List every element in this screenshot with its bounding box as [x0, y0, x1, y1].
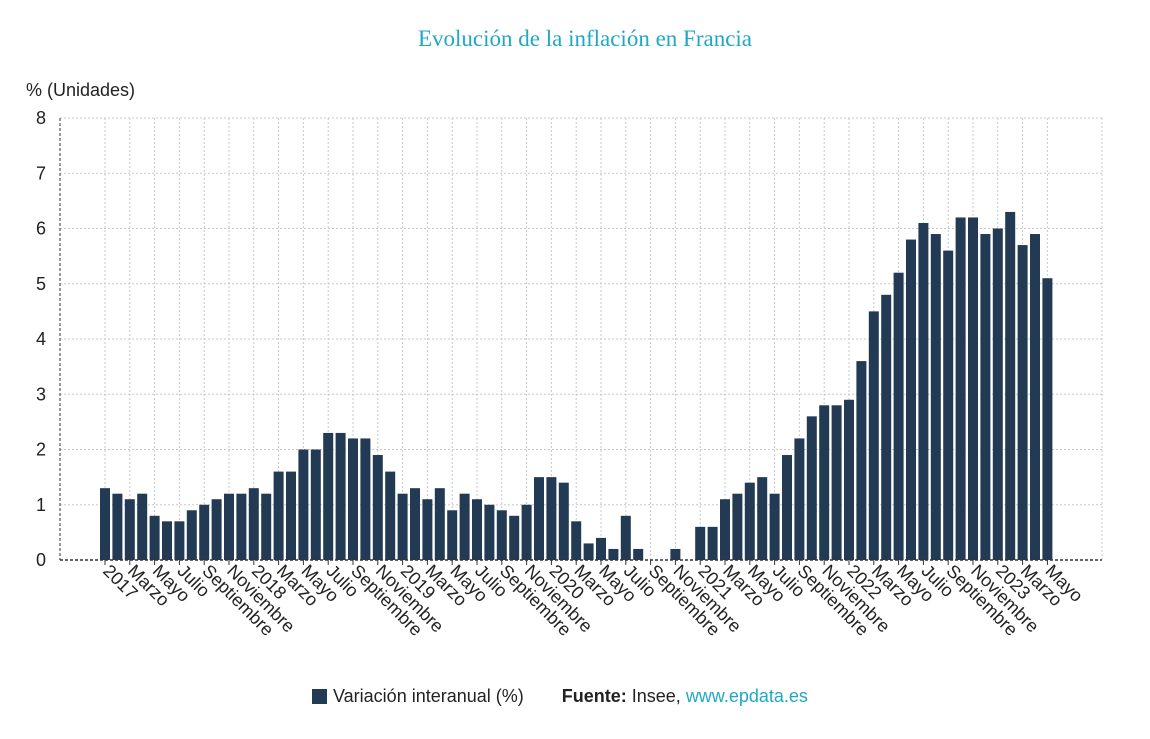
y-tick-label: 7 — [36, 163, 46, 183]
bar — [149, 515, 160, 560]
y-axis-label: % (Unidades) — [26, 80, 136, 100]
bar — [385, 471, 396, 560]
bar — [124, 499, 135, 560]
bar — [174, 521, 185, 560]
bar — [583, 543, 594, 560]
bar — [273, 471, 284, 560]
source-prefix: Fuente: — [561, 686, 627, 706]
source-note: Fuente: Insee, www.epdata.es — [562, 686, 808, 707]
bar — [521, 504, 532, 560]
y-tick-label: 2 — [36, 440, 46, 460]
bar — [484, 504, 495, 560]
bar — [968, 217, 978, 560]
y-tick-label: 1 — [36, 495, 46, 515]
bar — [261, 493, 272, 560]
bar — [744, 482, 755, 560]
bar — [422, 499, 433, 560]
bar — [360, 438, 371, 560]
bar — [410, 488, 420, 560]
bar — [844, 399, 854, 560]
bar — [558, 482, 569, 560]
bar — [186, 510, 197, 560]
bar — [199, 504, 210, 560]
bar — [1030, 234, 1040, 560]
bar — [472, 499, 482, 560]
bar — [918, 222, 929, 560]
bar — [806, 416, 817, 560]
y-tick-label: 0 — [36, 550, 46, 570]
bar — [769, 493, 780, 560]
bar — [496, 510, 507, 560]
bar — [881, 294, 892, 560]
bar — [224, 493, 234, 560]
y-tick-label: 3 — [36, 384, 46, 404]
chart-title: Evolución de la inflación en Francia — [417, 26, 753, 51]
bar — [893, 272, 904, 560]
bar — [992, 228, 1003, 560]
bar — [248, 488, 259, 560]
bar — [856, 361, 867, 560]
bar — [534, 477, 544, 560]
legend: Variación interanual (%) Fuente: Insee, … — [312, 686, 808, 707]
bar — [571, 521, 582, 560]
bar — [980, 234, 991, 560]
bar — [298, 449, 309, 560]
bar — [286, 471, 296, 560]
bar — [372, 455, 383, 560]
bar — [596, 537, 606, 560]
bar — [943, 250, 954, 560]
bar — [720, 499, 730, 560]
bar — [782, 455, 792, 560]
bar — [509, 515, 520, 560]
legend-series-label: Variación interanual (%) — [333, 686, 524, 706]
source-name: Insee, — [626, 686, 686, 706]
bar — [112, 493, 123, 560]
bar — [335, 432, 346, 560]
bar — [1042, 278, 1053, 560]
bar — [323, 432, 334, 560]
bar — [459, 493, 470, 560]
bar — [794, 438, 805, 560]
y-tick-label: 5 — [36, 274, 46, 294]
legend-swatch — [312, 689, 327, 704]
y-tick-label: 6 — [36, 219, 46, 239]
bar — [397, 493, 408, 560]
bar — [608, 548, 619, 560]
bar — [162, 521, 172, 560]
bar — [447, 510, 458, 560]
bar — [757, 477, 768, 560]
bar — [819, 405, 830, 560]
bar — [434, 488, 445, 560]
y-tick-label: 8 — [36, 108, 46, 128]
y-tick-label: 4 — [36, 329, 46, 349]
bar — [211, 499, 222, 560]
bar — [868, 311, 879, 560]
bar — [310, 449, 321, 560]
bar — [633, 548, 644, 560]
bar — [695, 526, 706, 560]
bar — [348, 438, 358, 560]
source-link[interactable]: www.epdata.es — [685, 686, 808, 706]
bar — [620, 515, 631, 560]
bar — [930, 234, 941, 560]
bar — [1017, 245, 1028, 560]
bar — [955, 217, 966, 560]
bar — [100, 488, 110, 560]
bar — [546, 477, 557, 560]
bar — [906, 239, 916, 561]
bar — [1005, 211, 1016, 561]
bar — [670, 548, 681, 560]
bar — [236, 493, 247, 560]
bar — [732, 493, 743, 560]
bar — [707, 526, 718, 560]
bar — [137, 493, 148, 560]
bar — [831, 405, 842, 560]
